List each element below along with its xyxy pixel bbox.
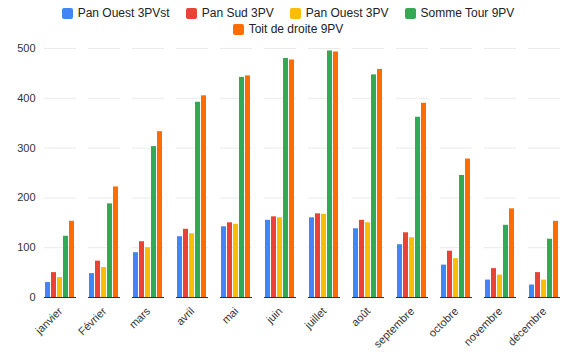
html-text:Pan Sud 3PV: Pan Sud 3PV <box>201 6 274 20</box>
svg-text:octobre: octobre <box>426 305 460 339</box>
html-text:Pan Ouest 3PVst: Pan Ouest 3PVst <box>77 6 170 20</box>
svg-text:novembre: novembre <box>461 305 504 348</box>
svg-text:500: 500 <box>17 42 35 54</box>
svg-text:septembre: septembre <box>371 305 416 350</box>
html-text:Pan Ouest 3PV: Pan Ouest 3PV <box>305 6 389 20</box>
svg-text:juin: juin <box>263 305 284 326</box>
svg-text:janvier: janvier <box>32 305 64 337</box>
svg-text:juillet: juillet <box>301 305 328 332</box>
svg-text:août: août <box>349 305 373 329</box>
html-text:Toit de droite 9PV: Toit de droite 9PV <box>248 22 344 36</box>
html-text:Somme Tour 9PV: Somme Tour 9PV <box>420 6 515 20</box>
svg-text:Février: Février <box>76 305 109 338</box>
svg-text:mars: mars <box>127 304 153 330</box>
svg-text:200: 200 <box>17 191 35 203</box>
svg-text:300: 300 <box>17 142 35 154</box>
svg-text:100: 100 <box>17 241 35 253</box>
svg-text:0: 0 <box>29 291 35 303</box>
svg-text:400: 400 <box>17 92 35 104</box>
svg-text:mai: mai <box>219 305 240 326</box>
svg-text:avril: avril <box>174 305 197 328</box>
svg-text:décembre: décembre <box>505 305 548 348</box>
